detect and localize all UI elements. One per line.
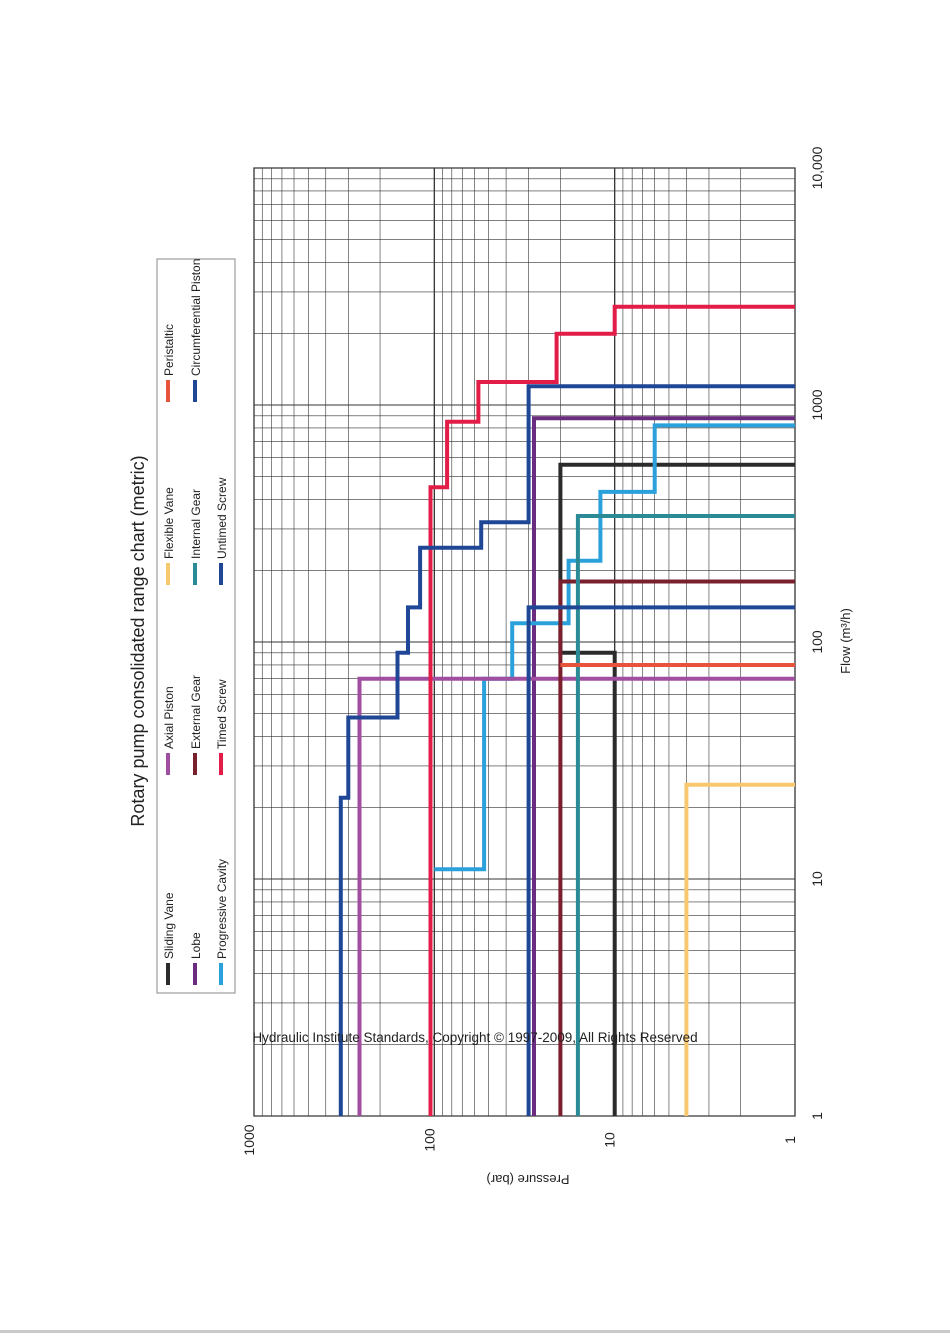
copyright-footer: Hydraulic Institute Standards, Copyright… — [252, 1030, 698, 1045]
series-line-timed-screw — [428, 304, 795, 1116]
series-line-internal-gear — [575, 514, 795, 1116]
x-axis-label: Flow (m³/h) — [838, 608, 853, 674]
y-tick-label: 100 — [421, 1128, 437, 1152]
chart-title: Rotary pump consolidated range chart (me… — [128, 455, 148, 826]
x-tick-label: 10 — [809, 871, 825, 887]
legend-label: Flexible Vane — [162, 487, 176, 559]
series-line-axial-piston — [357, 676, 795, 1116]
x-tick-label: 100 — [809, 630, 825, 654]
legend-label: Axial Piston — [162, 686, 176, 749]
series-line-progressive-cavity — [434, 423, 795, 872]
x-tick-label: 1000 — [809, 389, 825, 420]
legend-label: Sliding Vane — [162, 892, 176, 959]
y-tick-label: 10 — [602, 1132, 618, 1148]
chart-legend: Sliding Vane Axial Piston Flexible Vane Per… — [156, 258, 236, 994]
chart-series — [338, 304, 795, 1116]
legend-label: Untimed Screw — [215, 477, 229, 559]
series-line-circumferential-piston — [338, 384, 795, 1116]
legend-label: Lobe — [189, 932, 203, 959]
chart-grid — [253, 167, 796, 1117]
legend-label: External Gear — [189, 675, 203, 749]
x-tick-label: 1 — [809, 1112, 825, 1120]
legend-label: Peristaltic — [162, 324, 176, 376]
legend-label: Circumferential Piston — [189, 259, 203, 376]
legend-label: Timed Screw — [215, 679, 229, 749]
y-tick-label: 1 — [782, 1136, 798, 1144]
bottom-rule — [0, 1330, 950, 1333]
y-tick-label: 1000 — [241, 1124, 257, 1155]
x-tick-label: 10,000 — [809, 146, 825, 189]
series-line-external-gear — [558, 579, 795, 1116]
chart-ticks: 1 10 100 1000 10,000 1000 100 10 1 — [241, 146, 825, 1155]
series-line-flexible-vane — [684, 782, 795, 1116]
legend-label: Progressive Cavity — [215, 859, 229, 959]
legend-label: Internal Gear — [189, 489, 203, 559]
y-axis-label: Pressure (bar) — [486, 1172, 569, 1187]
series-line-lobe — [532, 416, 795, 1116]
series-line-untimed-screw — [526, 605, 795, 1116]
